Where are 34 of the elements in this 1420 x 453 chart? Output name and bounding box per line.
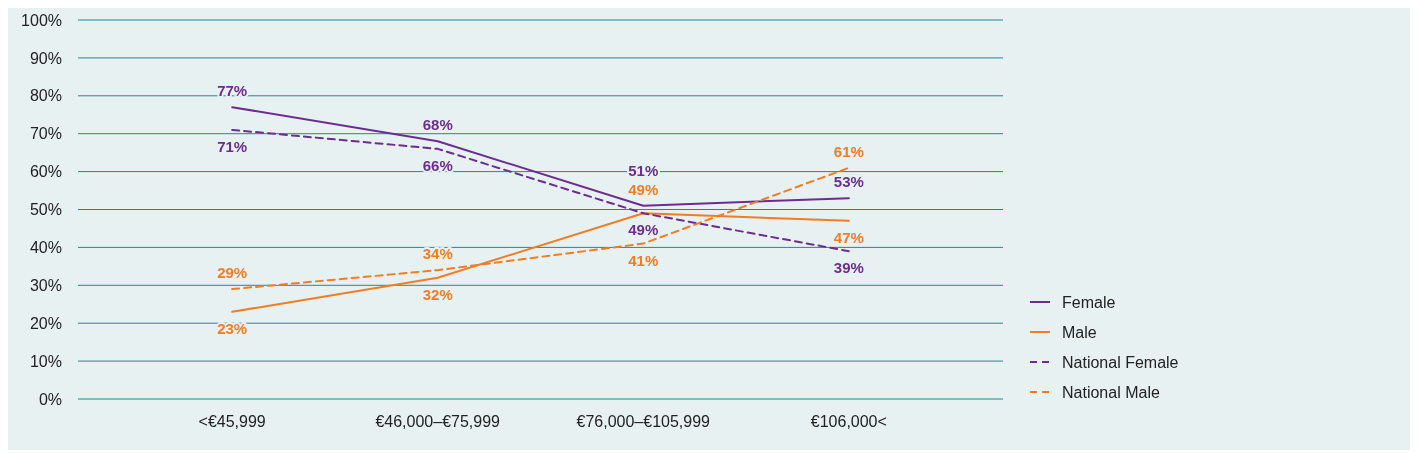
data-label: 66% — [422, 156, 453, 174]
data-label: 34% — [422, 245, 453, 263]
x-tick-label: €76,000–€105,999 — [576, 413, 711, 430]
data-label: 47% — [833, 228, 864, 246]
y-tick-label: 10% — [29, 352, 62, 370]
y-tick-label: 100% — [21, 11, 62, 29]
data-label: 61% — [833, 142, 864, 160]
data-label: 77% — [217, 82, 248, 100]
data-label: 53% — [833, 173, 864, 191]
y-tick-label: 40% — [29, 239, 62, 256]
data-label: 41% — [628, 251, 659, 269]
data-label: 49% — [628, 221, 659, 239]
legend-label: Female — [1062, 293, 1116, 311]
data-label: 23% — [217, 319, 248, 337]
y-tick-label: 0% — [38, 390, 62, 408]
data-label: 29% — [217, 264, 248, 282]
y-tick-label: 80% — [29, 87, 62, 105]
y-tick-label: 20% — [29, 314, 62, 332]
x-tick-label: <€45,999 — [198, 413, 266, 430]
y-tick-label: 30% — [29, 276, 62, 294]
data-label: 49% — [628, 180, 659, 198]
data-label: 71% — [217, 137, 248, 155]
y-tick-label: 60% — [29, 163, 62, 181]
legend-label: Male — [1062, 323, 1097, 341]
y-tick-label: 70% — [29, 125, 62, 143]
legend-label: National Female — [1062, 353, 1179, 371]
data-label: 39% — [833, 259, 864, 277]
legend-label: National Male — [1062, 383, 1160, 401]
x-tick-label: €46,000–€75,999 — [375, 413, 501, 430]
y-tick-label: 90% — [29, 49, 62, 67]
x-tick-label: €106,000< — [810, 413, 887, 430]
data-label: 32% — [422, 285, 453, 303]
data-label: 68% — [422, 116, 453, 134]
y-tick-label: 50% — [29, 201, 62, 219]
